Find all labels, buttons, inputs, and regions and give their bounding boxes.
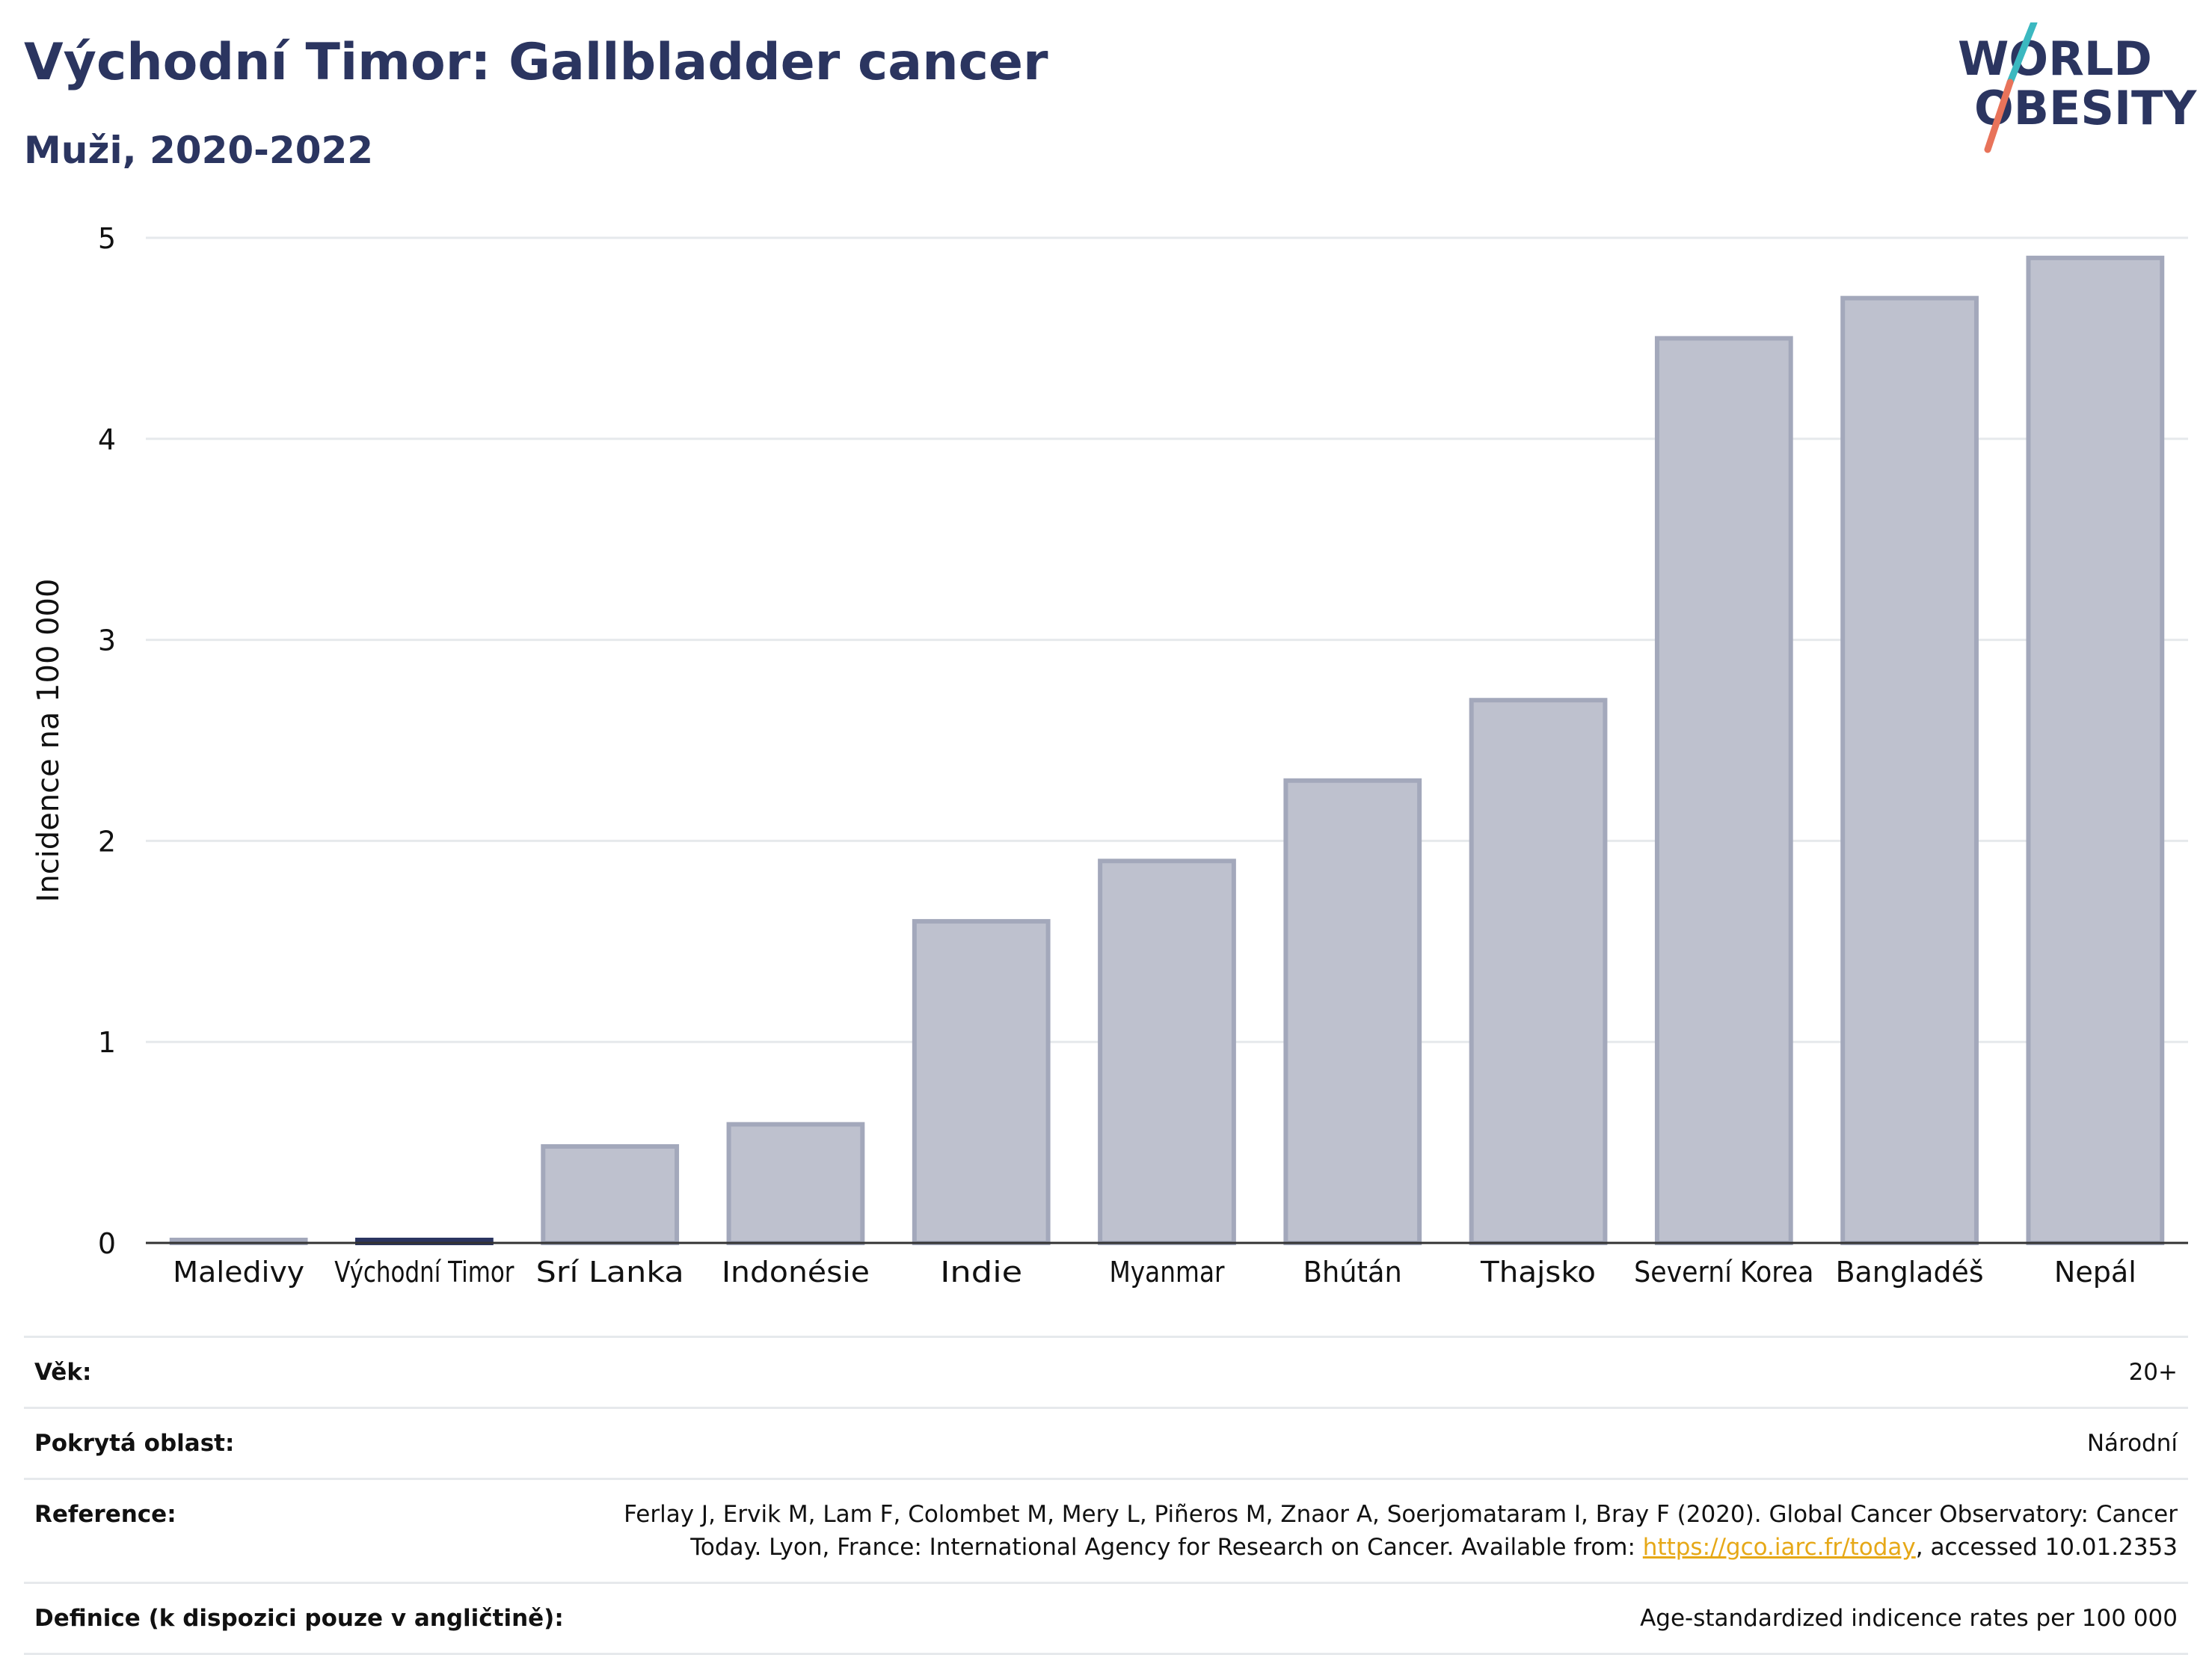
- logo-text-world: WORLD: [1958, 31, 2152, 86]
- info-label-reference: Reference:: [24, 1478, 613, 1584]
- info-value-definition: Age-standardized indicence rates per 100…: [613, 1582, 2188, 1655]
- info-table: Věk: 20+ Pokrytá oblast: Národní Referen…: [24, 1336, 2188, 1655]
- info-label-age: Věk:: [24, 1336, 613, 1409]
- bar-chart: 0 1 2 3 4 5 Maledivy Východní Timor Srí Lanka Ind…: [31, 222, 2188, 1289]
- info-value-coverage: Národní: [613, 1407, 2188, 1480]
- bar-8: [1654, 336, 1793, 1245]
- bar-9: [1840, 295, 1979, 1245]
- y-axis-title: Incidence na 100 000: [31, 579, 66, 903]
- x-tick-label: Východní Timor: [334, 1256, 514, 1289]
- info-row-reference: Reference: Ferlay J, Ervik M, Lam F, Col…: [24, 1478, 2188, 1584]
- page-title: Východní Timor: Gallbladder cancer: [24, 33, 1048, 92]
- x-tick-label: Indie: [940, 1256, 1022, 1289]
- y-tick-label: 5: [98, 222, 116, 255]
- logo-text-obesity: OBESITY: [1974, 81, 2197, 135]
- info-row-definition: Definice (k dispozici pouze v angličtině…: [24, 1582, 2188, 1655]
- info-row-coverage: Pokrytá oblast: Národní: [24, 1407, 2188, 1480]
- bar-6: [1283, 778, 1422, 1245]
- bar-7: [1469, 698, 1608, 1245]
- reference-link[interactable]: https://gco.iarc.fr/today: [1642, 1534, 1916, 1561]
- x-tick-label: Bangladéš: [1836, 1256, 1984, 1289]
- y-tick-label: 1: [98, 1026, 116, 1059]
- y-tick-label: 0: [98, 1227, 116, 1260]
- info-value-age: 20+: [613, 1336, 2188, 1409]
- x-tick-label: Bhútán: [1303, 1256, 1402, 1289]
- reference-accessed: , accessed 10.01.2353: [1915, 1534, 2178, 1561]
- x-tick-label: Nepál: [2054, 1256, 2136, 1289]
- x-tick-label: Thajsko: [1480, 1256, 1596, 1289]
- info-value-reference: Ferlay J, Ervik M, Lam F, Colombet M, Me…: [613, 1478, 2188, 1584]
- reference-text: Ferlay J, Ervik M, Lam F, Colombet M, Me…: [624, 1501, 2178, 1561]
- logo-slash-top: [2006, 22, 2038, 86]
- logo-slash-bottom: [1984, 79, 2014, 153]
- y-tick-label: 2: [98, 825, 116, 858]
- info-label-definition: Definice (k dispozici pouze v angličtině…: [24, 1582, 613, 1655]
- y-tick-label: 4: [98, 423, 116, 456]
- bar-10: [2026, 255, 2165, 1245]
- info-label-coverage: Pokrytá oblast:: [24, 1407, 613, 1480]
- y-tick-label: 3: [98, 624, 116, 657]
- x-tick-label: Severní Korea: [1634, 1256, 1813, 1289]
- axes: 0 1 2 3 4 5 Maledivy Východní Timor Srí Lanka Ind…: [98, 222, 2188, 1289]
- bar-4: [912, 918, 1051, 1245]
- page-subtitle: Muži, 2020-2022: [24, 129, 374, 172]
- x-tick-label: Indonésie: [722, 1256, 870, 1289]
- x-tick-label: Maledivy: [173, 1256, 304, 1289]
- x-tick-label: Srí Lanka: [536, 1256, 684, 1289]
- world-obesity-logo: WORLD OBESITY: [1958, 22, 2197, 153]
- bar-2: [541, 1143, 680, 1245]
- bar-5: [1098, 859, 1236, 1246]
- info-row-age: Věk: 20+: [24, 1336, 2188, 1409]
- x-tick-label: Myanmar: [1110, 1256, 1225, 1289]
- bar-3: [726, 1122, 865, 1245]
- bars: [169, 255, 2165, 1246]
